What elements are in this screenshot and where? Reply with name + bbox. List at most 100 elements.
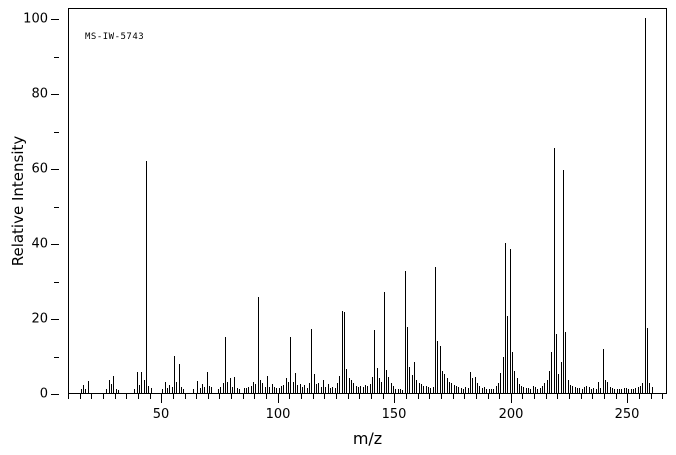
spectrum-peak xyxy=(232,387,233,393)
spectrum-peak xyxy=(561,362,562,393)
spectrum-peak xyxy=(255,384,256,393)
spectrum-peak xyxy=(614,388,615,393)
spectrum-peak xyxy=(265,387,266,393)
spectrum-peak xyxy=(304,384,305,393)
spectrum-peak xyxy=(570,384,571,393)
spectrum-peak xyxy=(246,387,247,393)
spectrum-peak xyxy=(220,387,221,393)
x-tick-minor xyxy=(219,394,220,399)
y-tick-major xyxy=(51,19,59,21)
spectrum-peak xyxy=(440,346,441,393)
spectrum-peak xyxy=(454,384,455,393)
spectrum-peak xyxy=(598,381,599,393)
spectrum-peak xyxy=(558,374,559,393)
x-tick-minor xyxy=(243,394,244,399)
spectrum-peak xyxy=(267,375,268,393)
spectrum-peak xyxy=(367,386,368,393)
spectrum-peak xyxy=(591,388,592,393)
x-tick-minor xyxy=(336,394,337,399)
spectrum-peak xyxy=(544,383,545,393)
spectrum-peak xyxy=(193,388,194,393)
spectrum-peak xyxy=(456,386,457,393)
spectrum-peak xyxy=(647,327,648,393)
spectrum-peak xyxy=(181,387,182,393)
y-tick-minor xyxy=(54,281,59,283)
spectrum-peak xyxy=(106,388,107,393)
y-axis-title: Relative Intensity xyxy=(9,135,27,267)
spectrum-peak xyxy=(144,380,145,393)
spectrum-peak xyxy=(638,387,639,393)
spectrum-peak xyxy=(491,388,492,393)
spectrum-peak xyxy=(207,372,208,393)
spectrum-peak xyxy=(363,387,364,393)
x-tick-major xyxy=(161,394,162,403)
spectrum-peak xyxy=(619,389,620,393)
spectrum-peak xyxy=(593,388,594,393)
spectrum-peak xyxy=(642,383,643,393)
spectrum-peak xyxy=(379,378,380,393)
spectrum-peak xyxy=(307,387,308,393)
spectrum-peak xyxy=(596,388,597,393)
spectrum-peak xyxy=(486,388,487,393)
spectrum-peak xyxy=(172,387,173,393)
spectrum-peak xyxy=(174,356,175,393)
spectrum-peak xyxy=(624,387,625,393)
x-tick-minor xyxy=(499,394,500,399)
x-axis: 50 100 150 200 250 m/z xyxy=(68,394,667,455)
spectrum-peak xyxy=(116,388,117,393)
spectrum-peak xyxy=(475,376,476,393)
spectrum-peak xyxy=(510,248,511,393)
spectrum-peak xyxy=(318,383,319,393)
x-tick-minor xyxy=(208,394,209,399)
spectrum-peak xyxy=(325,387,326,393)
x-tick-minor xyxy=(324,394,325,399)
y-tick-major xyxy=(51,319,59,321)
spectrum-peak xyxy=(489,389,490,393)
spectrum-peak xyxy=(209,385,210,393)
spectrum-peak xyxy=(253,381,254,393)
spectrum-peak xyxy=(269,387,270,393)
spectrum-peak xyxy=(109,379,110,393)
spectrum-peak xyxy=(575,387,576,393)
spectrum-peak xyxy=(551,351,552,393)
spectrum-peak xyxy=(302,387,303,393)
x-tick-minor xyxy=(616,394,617,399)
spectrum-peak xyxy=(465,387,466,393)
spectrum-peak xyxy=(549,370,550,393)
spectrum-peak xyxy=(323,380,324,393)
x-tick-label: 50 xyxy=(152,407,170,422)
spectrum-peak xyxy=(633,388,634,393)
spectrum-peak xyxy=(211,387,212,393)
x-tick-minor xyxy=(126,394,127,399)
spectrum-peak xyxy=(372,376,373,393)
spectrum-peak xyxy=(356,385,357,393)
spectrum-peak xyxy=(449,381,450,393)
spectrum-peak xyxy=(349,378,350,393)
spectrum-peak xyxy=(230,378,231,393)
spectrum-peak xyxy=(493,388,494,393)
x-tick-minor xyxy=(138,394,139,399)
spectrum-peak xyxy=(612,388,613,393)
spectrum-peak xyxy=(482,387,483,393)
spectrum-peak xyxy=(468,388,469,393)
spectrum-peak xyxy=(621,388,622,393)
spectrum-peak xyxy=(283,384,284,393)
spectrum-peak xyxy=(204,386,205,393)
spectrum-peak xyxy=(603,348,604,393)
spectrum-peak xyxy=(631,389,632,393)
spectrum-peak xyxy=(351,380,352,393)
spectrum-peak xyxy=(400,389,401,393)
spectrum-peak xyxy=(537,388,538,393)
spectrum-peak xyxy=(505,243,506,393)
spectrum-peak xyxy=(218,388,219,393)
x-tick-minor xyxy=(476,394,477,399)
spectrum-peak xyxy=(88,381,89,393)
x-tick-minor xyxy=(231,394,232,399)
spectrum-peak xyxy=(535,387,536,393)
spectrum-peak xyxy=(523,387,524,393)
spectrum-peak xyxy=(162,388,163,393)
spectrum-peak xyxy=(167,388,168,393)
spectrum-peak xyxy=(526,387,527,393)
spectrum-peak xyxy=(479,386,480,393)
